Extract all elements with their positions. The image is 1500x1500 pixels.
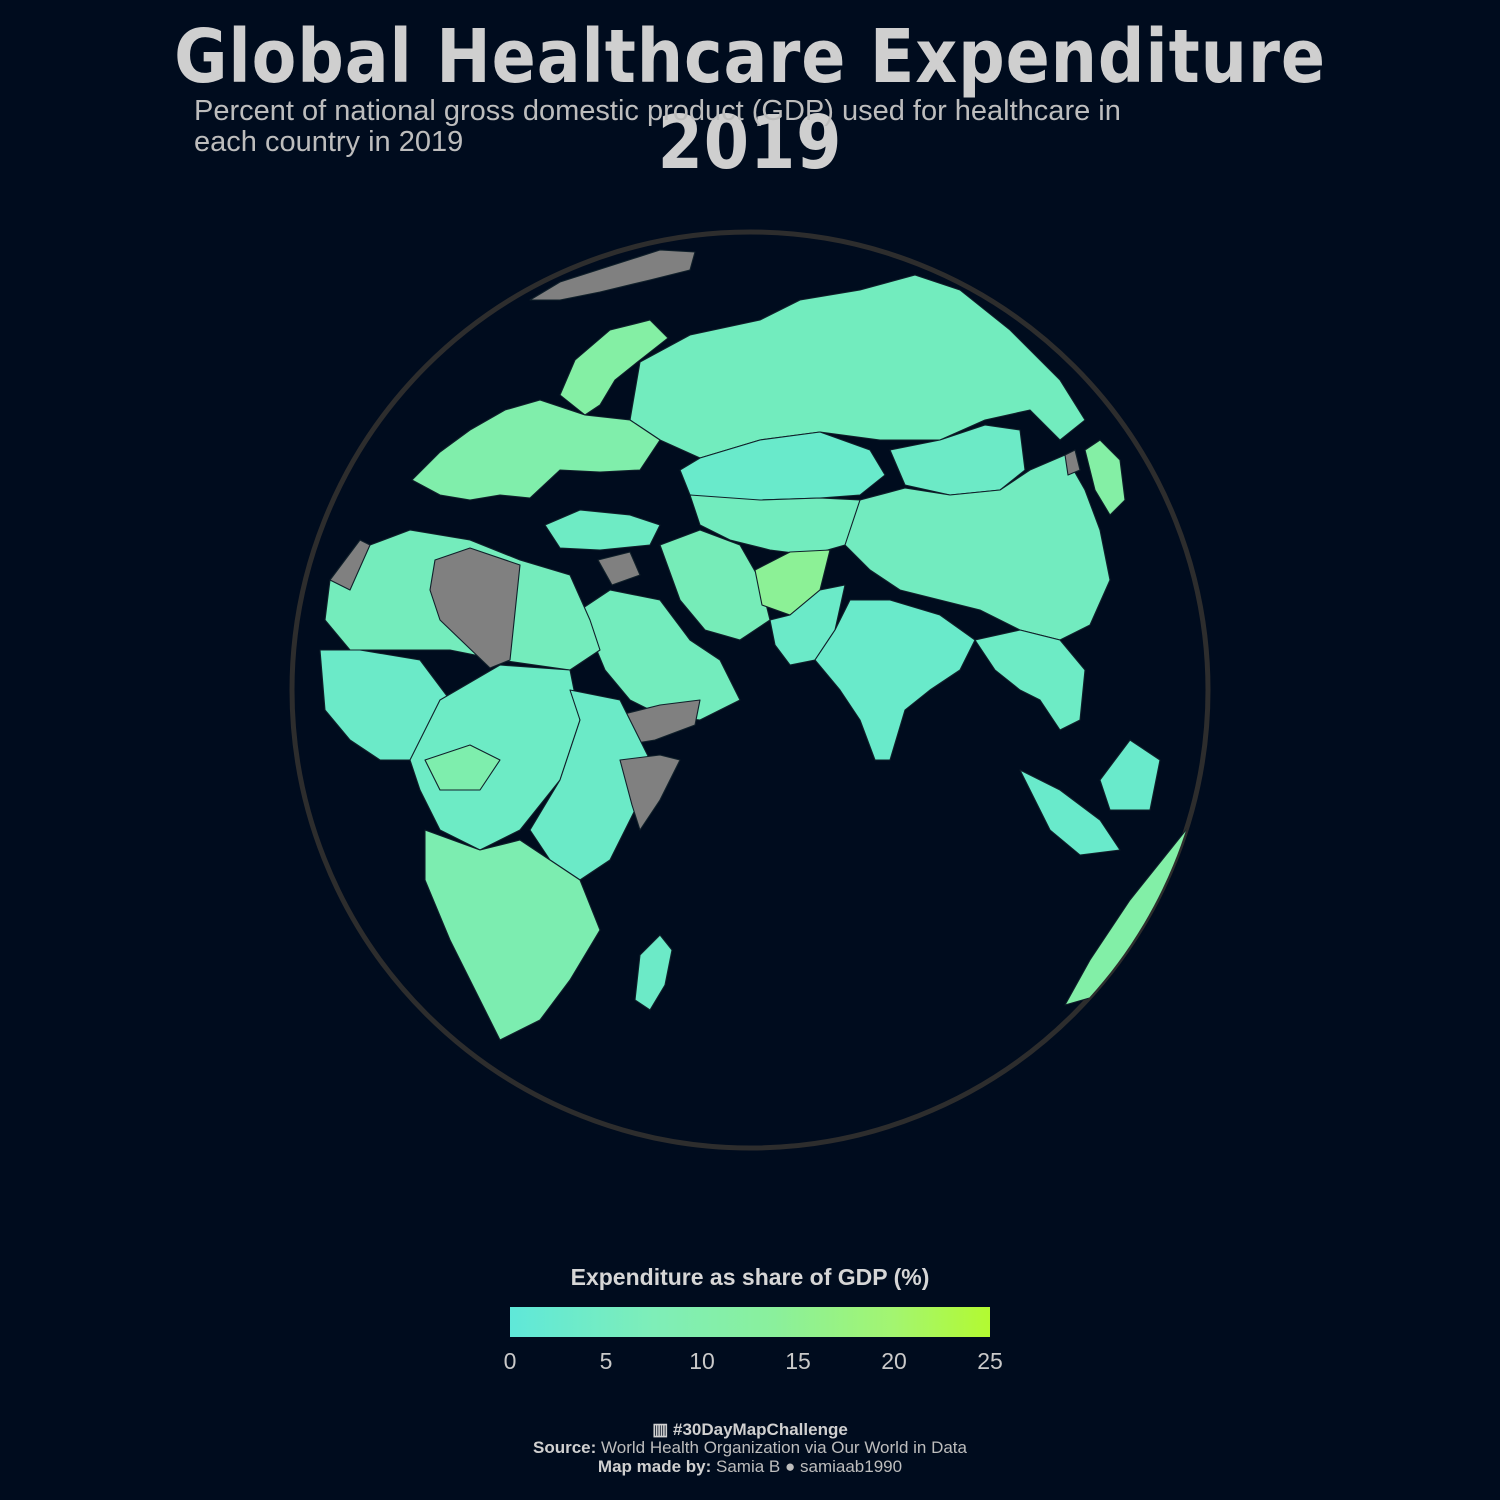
region-greenland-svalbard [529,249,696,301]
footer-hashtag: #30DayMapChallenge [673,1420,848,1439]
github-icon: ● [784,1457,796,1476]
region-mongolia [889,424,1026,496]
page-title: Global Healthcare Expenditure 2019 [174,14,1326,186]
region-indonesia [1019,769,1121,856]
legend-tick: 0 [503,1348,517,1374]
footer-source-label: Source: [532,1438,597,1457]
map-icon: ▥ [652,1420,669,1439]
legend-tick: 5 [599,1348,613,1374]
region-scandinavia [559,319,669,416]
region-arabia [579,589,741,721]
legend-tick: 10 [689,1348,715,1374]
footer-source-text: World Health Organization via Our World … [601,1438,967,1457]
region-china [839,454,1111,641]
legend-color-bar [510,1307,990,1337]
footer-author-name: Samia B [716,1457,781,1476]
region-madagascar [634,934,673,1011]
page-subtitle: Percent of national gross domestic produ… [194,96,1304,158]
footer-author-label: Map made by: [597,1457,712,1476]
region-mid-africa-band [424,744,501,791]
region-somalia [619,754,681,831]
legend-tick: 15 [785,1348,811,1374]
region-europe [411,399,661,501]
region-japan [1084,439,1126,516]
region-southern-africa [424,829,601,1041]
region-indonesia-islands [1099,739,1161,811]
region-india [814,599,976,761]
legend-title: Expenditure as share of GDP (%) [570,1264,930,1290]
subtitle-line-1: Percent of national gross domestic produ… [194,95,1121,127]
legend-tick: 25 [977,1348,1003,1374]
region-turkey [544,509,661,551]
region-libya [429,547,521,669]
region-north-korea [1064,449,1081,476]
subtitle-line-2: each country in 2019 [194,126,464,158]
footer-source-line: Source: World Health Organization via Ou… [0,1439,1500,1457]
footer-github-handle: samiaab1990 [800,1457,903,1476]
region-western-sahara [329,539,371,591]
region-southeast-asia [974,629,1086,731]
region-syria [597,551,641,586]
footer-author-line: Map made by: Samia B ● samiaab1990 [0,1458,1500,1476]
legend-tick: 20 [881,1348,907,1374]
footer-hashtag-line: ▥ #30DayMapChallenge [0,1421,1500,1439]
